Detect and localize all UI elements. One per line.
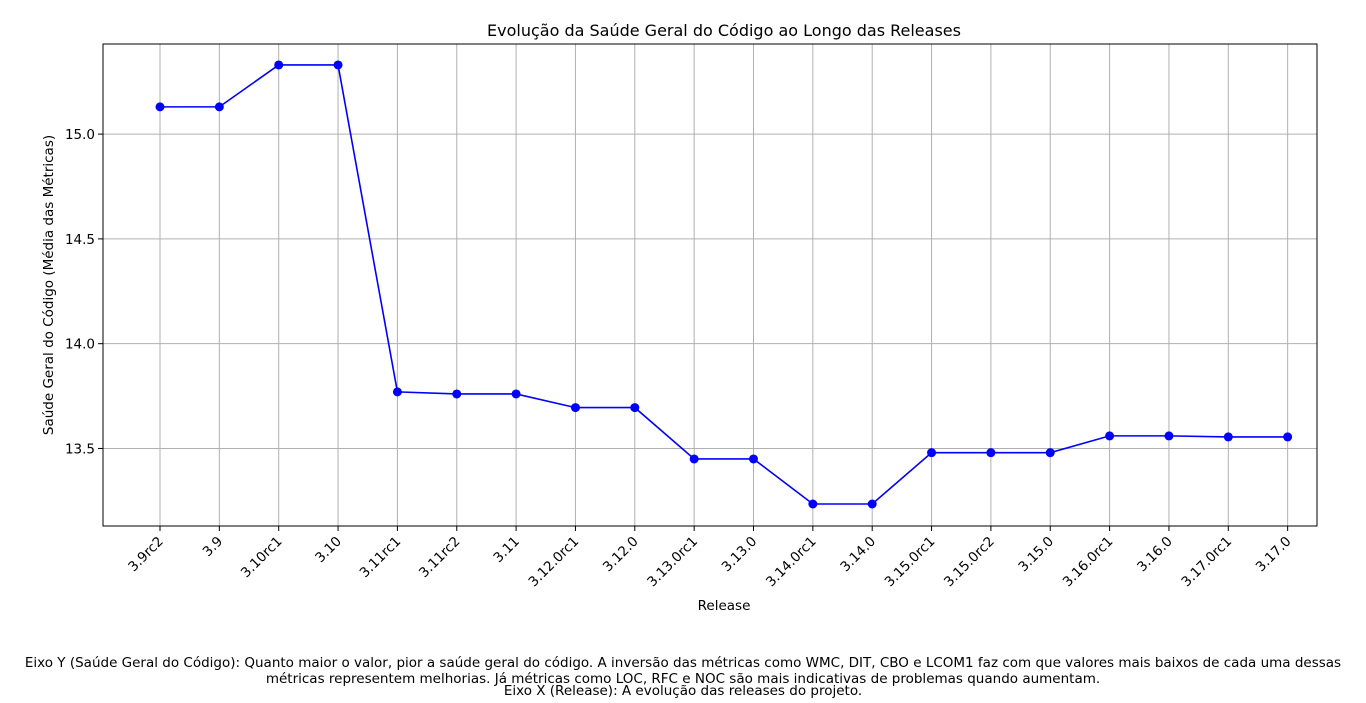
data-point bbox=[1105, 431, 1115, 441]
x-tick-label: 3.17.0 bbox=[1253, 534, 1295, 576]
plot-area-frame bbox=[102, 43, 1318, 527]
data-point bbox=[155, 102, 165, 112]
x-tick-label: 3.12.0 bbox=[600, 534, 642, 576]
x-tick-label: 3.13.0rc1 bbox=[644, 534, 701, 591]
x-tick-label: 3.16.0 bbox=[1134, 534, 1176, 576]
x-tick-label: 3.9 bbox=[200, 534, 227, 561]
data-point bbox=[333, 60, 343, 70]
x-tick-label: 3.16.0rc1 bbox=[1060, 534, 1117, 591]
y-tick-label: 15.0 bbox=[65, 127, 95, 143]
x-tick-label: 3.11rc1 bbox=[357, 534, 405, 582]
x-tick-label: 3.13.0 bbox=[719, 534, 761, 576]
data-point bbox=[570, 403, 580, 413]
grid-lines bbox=[103, 44, 1317, 526]
data-point bbox=[452, 389, 462, 399]
x-tick-label: 3.14.0 bbox=[837, 534, 879, 576]
chart-title: Evolução da Saúde Geral do Código ao Lon… bbox=[487, 21, 961, 40]
x-tick-label: 3.10 bbox=[312, 534, 345, 567]
data-point bbox=[1223, 432, 1233, 442]
x-axis-explanation: Eixo X (Release): A evolução das release… bbox=[503, 683, 863, 699]
x-tick-label: 3.11rc2 bbox=[416, 534, 464, 582]
series-line bbox=[160, 64, 1288, 505]
data-point bbox=[986, 448, 996, 458]
data-point bbox=[927, 448, 937, 458]
x-tick-label: 3.15.0rc2 bbox=[941, 534, 998, 591]
y-tick-label: 14.5 bbox=[65, 232, 95, 248]
data-point bbox=[1164, 431, 1174, 441]
data-point bbox=[392, 387, 402, 397]
x-tick-label: 3.12.0rc1 bbox=[526, 534, 583, 591]
y-tick-label: 13.5 bbox=[65, 441, 95, 457]
data-point bbox=[1045, 448, 1055, 458]
x-tick-label: 3.15.0rc1 bbox=[882, 534, 939, 591]
y-axis-explanation: Eixo Y (Saúde Geral do Código): Quanto m… bbox=[24, 655, 1342, 687]
data-point bbox=[511, 389, 521, 399]
data-point bbox=[214, 102, 224, 112]
x-tick-label: 3.17.0rc1 bbox=[1178, 534, 1235, 591]
data-point bbox=[689, 454, 699, 464]
data-point bbox=[1283, 432, 1293, 442]
x-axis-ticks: 3.9rc2 3.9 3.10rc1 3.10 3.11rc1 3.11rc2 3.11 3.… bbox=[125, 526, 1294, 590]
x-tick-label: 3.11 bbox=[490, 534, 523, 567]
series-markers bbox=[155, 60, 1293, 509]
x-axis-label: Release bbox=[698, 598, 751, 614]
y-axis-ticks: 13.5 14.0 14.5 15.0 bbox=[65, 127, 103, 457]
x-tick-label: 3.15.0 bbox=[1015, 534, 1057, 576]
y-tick-label: 14.0 bbox=[65, 337, 95, 353]
data-point bbox=[808, 499, 818, 509]
x-tick-label: 3.14.0rc1 bbox=[763, 534, 820, 591]
x-tick-label: 3.10rc1 bbox=[238, 534, 286, 582]
data-point bbox=[867, 499, 877, 509]
y-axis-label: Saúde Geral do Código (Média das Métrica… bbox=[41, 135, 57, 435]
data-point bbox=[274, 60, 284, 70]
x-tick-label: 3.9rc2 bbox=[125, 534, 167, 576]
data-point bbox=[630, 403, 640, 413]
data-point bbox=[749, 454, 758, 464]
